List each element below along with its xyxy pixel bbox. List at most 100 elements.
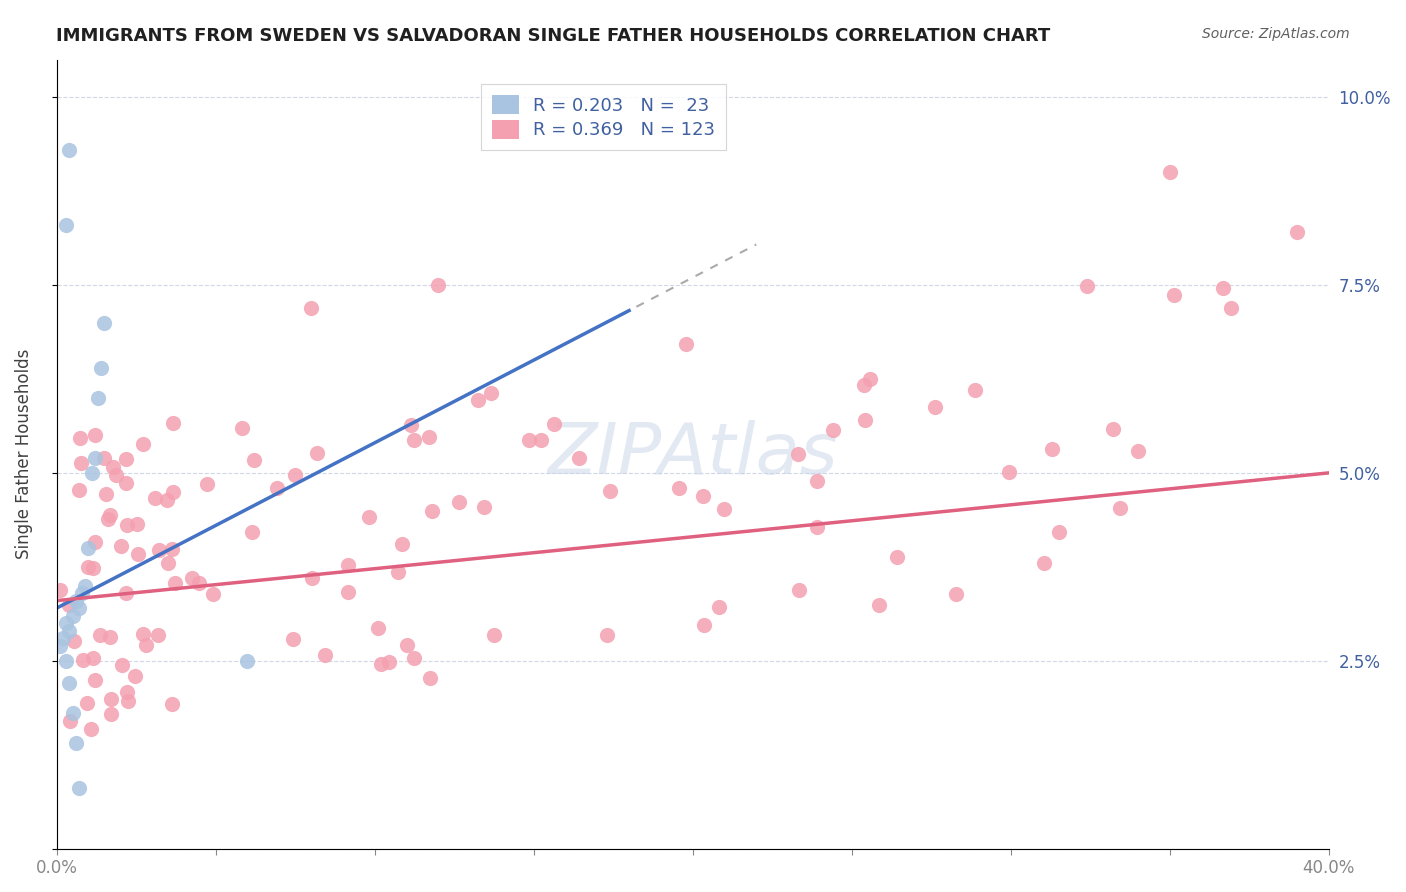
Salvadorans xyxy=(98,508,121,522)
Salvadorans xyxy=(93,450,115,465)
Salvadorans xyxy=(1047,524,1070,539)
Salvadorans xyxy=(84,427,107,442)
Salvadorans xyxy=(693,618,716,632)
Immigrants from Sweden xyxy=(62,608,84,623)
Salvadorans xyxy=(396,639,419,653)
Salvadorans xyxy=(100,692,122,706)
Immigrants from Sweden xyxy=(58,143,80,157)
Salvadorans xyxy=(58,599,80,613)
Salvadorans xyxy=(391,537,413,551)
Immigrants from Sweden xyxy=(49,639,72,653)
Salvadorans xyxy=(1163,288,1185,302)
Salvadorans xyxy=(124,669,146,683)
Salvadorans xyxy=(1219,301,1241,316)
Salvadorans xyxy=(1040,442,1063,457)
Salvadorans xyxy=(997,465,1019,479)
Salvadorans xyxy=(886,550,908,565)
Salvadorans xyxy=(201,587,224,601)
Salvadorans xyxy=(787,447,810,461)
Immigrants from Sweden xyxy=(70,586,93,600)
Salvadorans xyxy=(67,483,90,497)
Salvadorans xyxy=(482,627,505,641)
Salvadorans xyxy=(305,445,328,459)
Salvadorans xyxy=(418,430,440,444)
Salvadorans xyxy=(868,598,890,612)
Salvadorans xyxy=(568,450,591,465)
Salvadorans xyxy=(419,672,441,686)
Salvadorans xyxy=(821,423,844,437)
Salvadorans xyxy=(59,714,82,728)
Salvadorans xyxy=(1109,500,1132,515)
Salvadorans xyxy=(69,431,91,445)
Salvadorans xyxy=(359,510,381,524)
Salvadorans xyxy=(76,696,98,710)
Salvadorans xyxy=(420,504,443,518)
Immigrants from Sweden xyxy=(93,316,115,330)
Salvadorans xyxy=(155,492,177,507)
Salvadorans xyxy=(89,628,111,642)
Salvadorans xyxy=(713,502,735,516)
Immigrants from Sweden xyxy=(55,654,77,668)
Salvadorans xyxy=(242,524,264,539)
Salvadorans xyxy=(195,476,218,491)
Salvadorans xyxy=(806,475,828,489)
Legend: R = 0.203   N =  23, R = 0.369   N = 123: R = 0.203 N = 23, R = 0.369 N = 123 xyxy=(481,85,727,150)
Immigrants from Sweden xyxy=(83,450,105,465)
Salvadorans xyxy=(114,476,136,491)
Salvadorans xyxy=(82,561,104,575)
Salvadorans xyxy=(378,655,401,669)
Salvadorans xyxy=(125,517,148,532)
Salvadorans xyxy=(146,628,169,642)
Y-axis label: Single Father Households: Single Father Households xyxy=(15,349,32,559)
Salvadorans xyxy=(1102,422,1125,436)
Salvadorans xyxy=(84,673,107,688)
Salvadorans xyxy=(1033,556,1056,570)
Immigrants from Sweden xyxy=(62,706,84,721)
Salvadorans xyxy=(301,571,323,585)
Salvadorans xyxy=(404,434,426,448)
Salvadorans xyxy=(284,467,307,482)
Immigrants from Sweden xyxy=(90,360,112,375)
Salvadorans xyxy=(94,487,117,501)
Salvadorans xyxy=(399,418,422,433)
Salvadorans xyxy=(82,650,104,665)
Salvadorans xyxy=(148,542,170,557)
Salvadorans xyxy=(131,627,153,641)
Salvadorans xyxy=(1159,165,1181,179)
Immigrants from Sweden xyxy=(55,616,77,631)
Salvadorans xyxy=(337,558,360,573)
Salvadorans xyxy=(855,413,877,427)
Immigrants from Sweden xyxy=(65,736,87,750)
Salvadorans xyxy=(127,547,149,561)
Salvadorans xyxy=(70,456,93,470)
Salvadorans xyxy=(63,634,86,648)
Salvadorans xyxy=(266,481,288,495)
Immigrants from Sweden xyxy=(236,654,259,668)
Immigrants from Sweden xyxy=(52,631,75,645)
Salvadorans xyxy=(387,565,409,579)
Salvadorans xyxy=(367,621,389,635)
Salvadorans xyxy=(49,582,72,597)
Immigrants from Sweden xyxy=(87,391,110,405)
Immigrants from Sweden xyxy=(58,624,80,638)
Salvadorans xyxy=(117,694,139,708)
Salvadorans xyxy=(117,518,139,533)
Salvadorans xyxy=(162,697,184,711)
Salvadorans xyxy=(110,539,132,553)
Text: Source: ZipAtlas.com: Source: ZipAtlas.com xyxy=(1202,27,1350,41)
Immigrants from Sweden xyxy=(58,676,80,690)
Salvadorans xyxy=(231,421,253,435)
Salvadorans xyxy=(1285,226,1308,240)
Salvadorans xyxy=(188,576,211,591)
Salvadorans xyxy=(472,500,495,514)
Salvadorans xyxy=(105,467,128,482)
Salvadorans xyxy=(1126,443,1149,458)
Salvadorans xyxy=(963,383,986,397)
Immigrants from Sweden xyxy=(77,541,100,555)
Salvadorans xyxy=(72,653,94,667)
Salvadorans xyxy=(115,586,138,600)
Salvadorans xyxy=(299,301,322,315)
Salvadorans xyxy=(530,434,553,448)
Salvadorans xyxy=(859,372,882,386)
Salvadorans xyxy=(787,582,810,597)
